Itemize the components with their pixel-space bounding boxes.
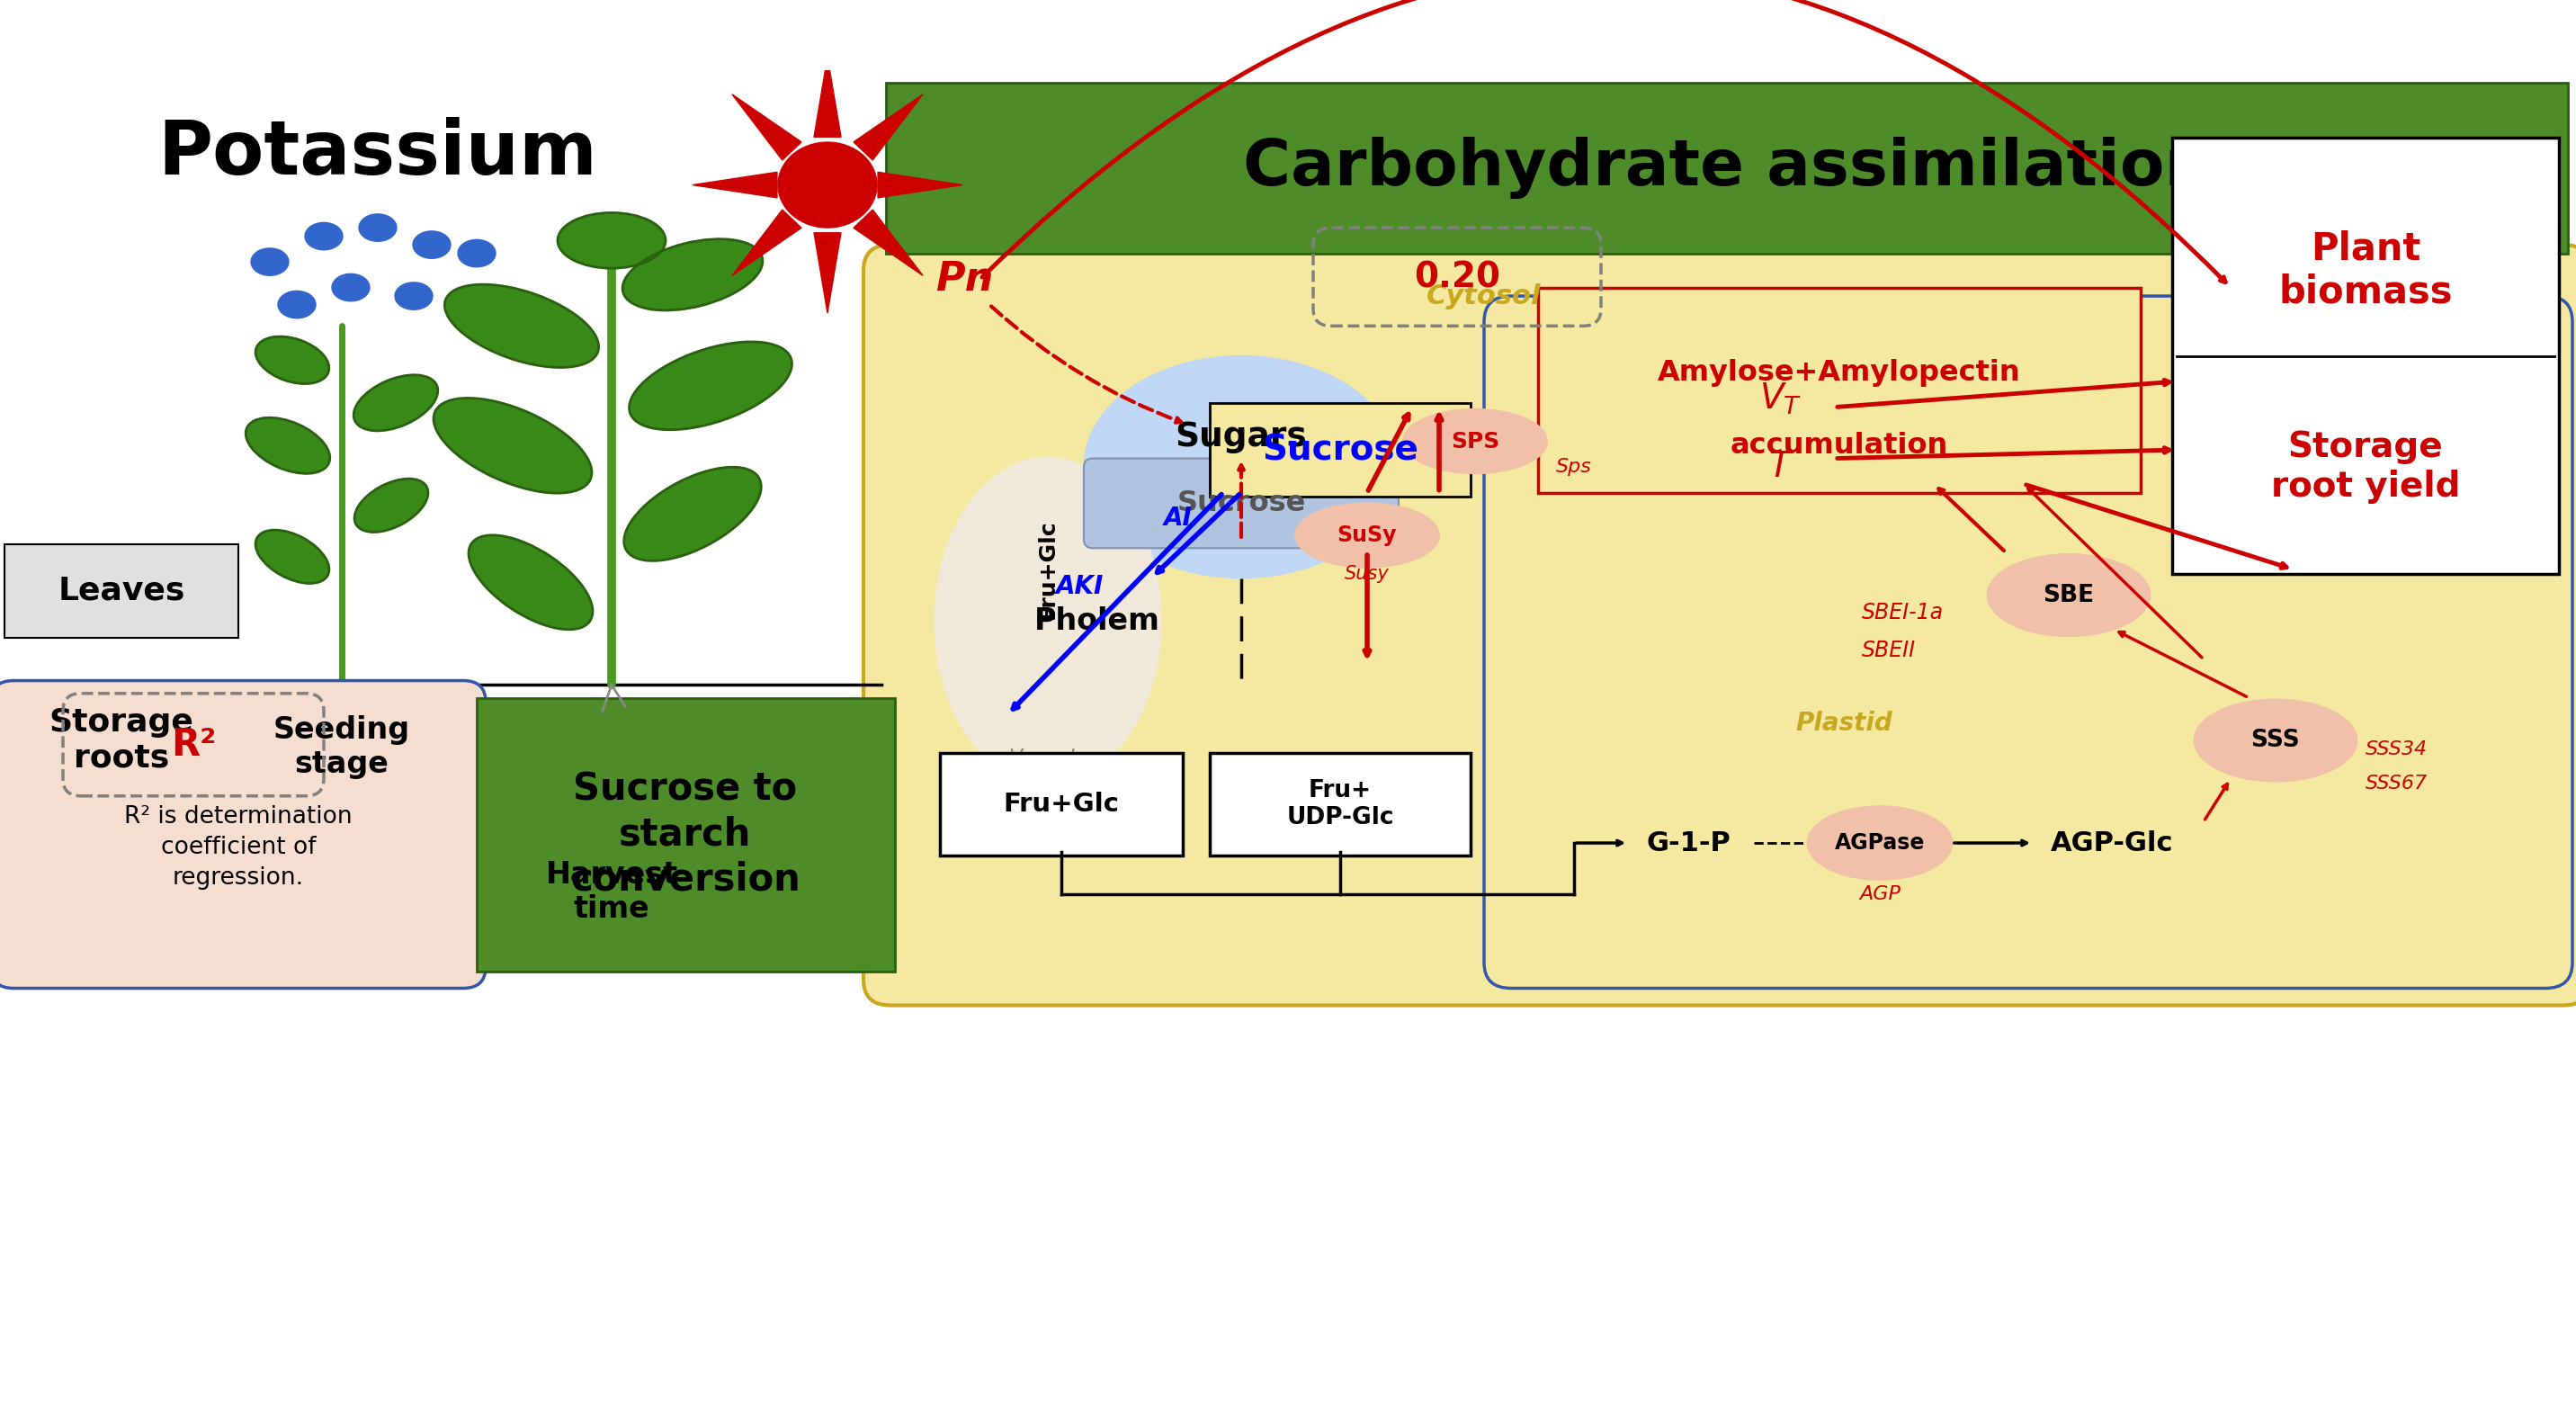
Ellipse shape	[623, 467, 760, 561]
Text: R²: R²	[170, 726, 216, 764]
Ellipse shape	[2195, 699, 2357, 781]
Text: Fru+Glc: Fru+Glc	[1038, 519, 1059, 619]
Ellipse shape	[433, 398, 592, 492]
Text: AGP: AGP	[1860, 885, 1901, 903]
Text: Leaves: Leaves	[57, 575, 185, 606]
Text: Plant
biomass: Plant biomass	[2280, 229, 2452, 311]
Text: AKI: AKI	[1056, 574, 1103, 599]
Text: AGP-Glc: AGP-Glc	[2050, 830, 2174, 855]
Ellipse shape	[626, 789, 760, 854]
Text: Susy: Susy	[1345, 564, 1388, 582]
FancyBboxPatch shape	[1484, 295, 2573, 988]
Text: AGPase: AGPase	[1834, 832, 1924, 854]
Text: R² is determination
coefficient of
regression.: R² is determination coefficient of regre…	[124, 805, 353, 889]
Ellipse shape	[255, 336, 330, 384]
Text: SPS: SPS	[1450, 431, 1499, 452]
Polygon shape	[853, 210, 922, 276]
Ellipse shape	[662, 725, 796, 789]
Text: Sugars: Sugars	[1175, 421, 1306, 453]
Text: 0.20: 0.20	[1414, 260, 1499, 294]
FancyBboxPatch shape	[1211, 402, 1471, 497]
FancyBboxPatch shape	[5, 685, 240, 796]
Text: SuSy: SuSy	[1337, 525, 1396, 546]
Ellipse shape	[412, 231, 451, 259]
Text: SSS: SSS	[2251, 729, 2300, 753]
Text: Seeding
stage: Seeding stage	[273, 715, 410, 779]
Text: SSS34: SSS34	[2365, 740, 2427, 758]
Text: Potassium: Potassium	[157, 117, 598, 190]
FancyBboxPatch shape	[940, 753, 1182, 855]
Polygon shape	[732, 210, 801, 276]
Ellipse shape	[1808, 806, 1953, 879]
Ellipse shape	[935, 459, 1159, 784]
Text: Sps: Sps	[1556, 457, 1592, 476]
Text: Sucrose: Sucrose	[1177, 490, 1306, 518]
Text: Sucrose: Sucrose	[1262, 433, 1419, 467]
Text: SSS67: SSS67	[2365, 774, 2427, 792]
Text: SBEI-1a: SBEI-1a	[1862, 601, 1945, 623]
Text: Amylose+Amylopectin: Amylose+Amylopectin	[1659, 359, 2022, 387]
Text: Storage
root yield: Storage root yield	[2272, 431, 2460, 504]
Ellipse shape	[446, 284, 598, 367]
Text: Sucrose to
starch
conversion: Sucrose to starch conversion	[569, 770, 801, 899]
FancyBboxPatch shape	[1084, 459, 1399, 549]
FancyBboxPatch shape	[0, 681, 487, 988]
Text: Carbohydrate assimilation: Carbohydrate assimilation	[1244, 136, 2210, 198]
FancyBboxPatch shape	[1538, 287, 2141, 492]
Text: $V_T$: $V_T$	[1759, 381, 1803, 416]
Ellipse shape	[394, 283, 433, 310]
Ellipse shape	[358, 214, 397, 242]
Text: $T$: $T$	[1767, 450, 1793, 484]
Polygon shape	[853, 94, 922, 160]
Ellipse shape	[469, 535, 592, 629]
Ellipse shape	[1296, 504, 1440, 567]
Ellipse shape	[245, 418, 330, 474]
Ellipse shape	[250, 248, 289, 276]
Ellipse shape	[278, 291, 317, 318]
Text: Vacuole: Vacuole	[1010, 749, 1087, 767]
Text: Storage
roots: Storage roots	[49, 708, 193, 774]
Ellipse shape	[1084, 356, 1399, 578]
Text: Cytosol: Cytosol	[1427, 283, 1540, 310]
FancyBboxPatch shape	[2172, 138, 2558, 574]
Ellipse shape	[629, 342, 791, 429]
Polygon shape	[814, 56, 840, 136]
Text: accumulation: accumulation	[1731, 432, 1947, 460]
Polygon shape	[814, 232, 840, 314]
Text: Harvest
time: Harvest time	[546, 860, 677, 924]
Ellipse shape	[492, 732, 623, 801]
FancyBboxPatch shape	[886, 83, 2568, 253]
Polygon shape	[878, 172, 963, 198]
FancyBboxPatch shape	[477, 698, 894, 971]
Ellipse shape	[778, 142, 876, 228]
Polygon shape	[732, 94, 801, 160]
Text: Fru+
UDP-Glc: Fru+ UDP-Glc	[1285, 779, 1394, 830]
Ellipse shape	[459, 239, 495, 267]
Ellipse shape	[332, 274, 371, 301]
FancyBboxPatch shape	[5, 545, 240, 637]
FancyBboxPatch shape	[1211, 753, 1471, 855]
Text: G-1-P: G-1-P	[1646, 830, 1731, 855]
Polygon shape	[693, 172, 778, 198]
Text: Pn: Pn	[935, 260, 994, 298]
Text: AI: AI	[1164, 505, 1193, 530]
FancyBboxPatch shape	[863, 245, 2576, 1006]
Ellipse shape	[623, 239, 762, 311]
Ellipse shape	[255, 530, 330, 584]
Ellipse shape	[304, 222, 343, 250]
Ellipse shape	[544, 782, 662, 853]
Ellipse shape	[1404, 409, 1548, 473]
Text: SBEII: SBEII	[1862, 640, 1917, 661]
Ellipse shape	[1989, 554, 2148, 636]
Ellipse shape	[355, 478, 428, 532]
Text: Pholem: Pholem	[1036, 606, 1159, 636]
Text: Plastid: Plastid	[1795, 711, 1893, 736]
Ellipse shape	[353, 374, 438, 431]
Text: Fru+Glc: Fru+Glc	[1002, 792, 1121, 817]
Text: SBE: SBE	[2043, 584, 2094, 606]
Ellipse shape	[556, 212, 665, 269]
Ellipse shape	[572, 749, 724, 817]
